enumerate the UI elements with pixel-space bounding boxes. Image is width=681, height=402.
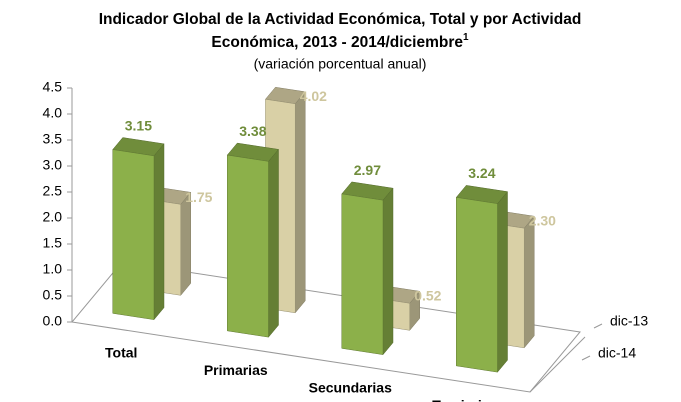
y-tick-label: 2.0 (43, 209, 63, 225)
chart-subtitle: (variación porcentual anual) (254, 56, 427, 72)
y-tick-label: 3.5 (43, 131, 63, 147)
y-tick-label: 0.0 (43, 313, 63, 329)
bar-side (180, 191, 191, 297)
depth-tick (581, 355, 591, 361)
y-tick-label: 2.5 (43, 183, 63, 199)
y-tick-label: 3.0 (43, 157, 63, 173)
y-tick-label: 0.5 (43, 287, 63, 303)
data-label: 3.15 (125, 117, 152, 133)
bar (456, 197, 498, 373)
chart-title-line2-text: Económica, 2013 - 2014/diciembre (211, 34, 463, 51)
y-tick-label: 4.5 (43, 79, 63, 95)
bar-side (497, 190, 508, 373)
depth-tick (593, 323, 603, 329)
bar (341, 193, 384, 355)
data-label: 3.38 (239, 123, 266, 139)
bar-side (294, 91, 306, 314)
bar-side (153, 143, 165, 321)
data-label: 2.30 (529, 213, 556, 229)
x-tick-label: Primarias (204, 362, 268, 378)
data-label: 4.02 (300, 88, 327, 104)
bar (227, 154, 269, 338)
floor (71, 261, 581, 393)
bar-side (382, 187, 394, 356)
data-label: 0.52 (414, 288, 441, 304)
depth-axis (529, 336, 586, 393)
bar (112, 149, 155, 320)
y-tick-label: 1.0 (43, 261, 63, 277)
y-tick-label: 1.5 (43, 235, 63, 251)
data-label: 1.75 (185, 189, 212, 205)
chart-title-line2: Económica, 2013 - 2014/diciembre1 (211, 32, 469, 51)
bar-side (268, 148, 279, 338)
data-label: 2.97 (354, 162, 381, 178)
legend-label: dic-13 (610, 313, 648, 329)
x-tick-label: Total (105, 344, 137, 360)
x-tick-label: Terciarias (432, 397, 497, 402)
bar-side (523, 215, 535, 349)
title-superscript: 1 (463, 32, 469, 43)
legend-label: dic-14 (598, 345, 636, 361)
y-tick-label: 4.0 (43, 105, 63, 121)
chart-title: Indicador Global de la Actividad Económi… (99, 11, 582, 28)
x-tick-label: Secundarias (309, 379, 392, 395)
data-label: 3.24 (468, 165, 495, 181)
